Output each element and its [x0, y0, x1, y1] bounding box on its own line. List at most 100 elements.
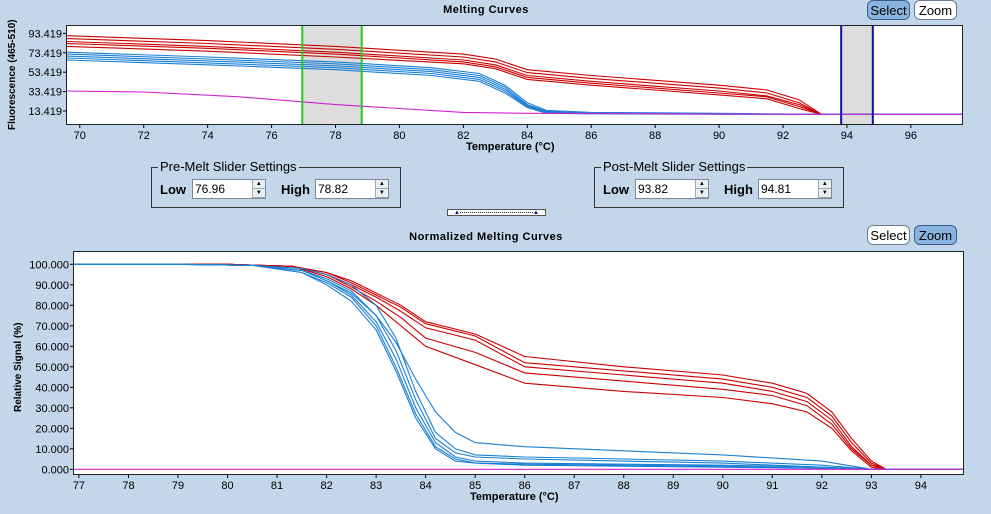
- melting-x-tick-label: 74: [202, 130, 214, 142]
- normalized-y-tick-label: 90.000: [35, 280, 69, 292]
- melting-series-red-2: [67, 38, 962, 115]
- pre-melt-high-input[interactable]: [316, 180, 375, 198]
- pre-melt-low-input[interactable]: [193, 180, 252, 198]
- melting-y-tick-label: 33.419: [28, 87, 62, 99]
- normalized-x-tick-label: 92: [816, 480, 828, 492]
- post-melt-high-input[interactable]: [759, 180, 818, 198]
- normalized-series-blue-5: [74, 263, 963, 470]
- spin-down-icon[interactable]: ▼: [375, 189, 388, 198]
- melting-x-tick-label: 70: [74, 130, 86, 142]
- melting-series-blue-4: [67, 57, 962, 115]
- normalized-x-tick-label: 89: [667, 480, 679, 492]
- normalized-series-red-3: [74, 263, 963, 470]
- melting-y-tick-label: 93.419: [28, 28, 62, 40]
- normalized-curves-title: Normalized Melting Curves: [409, 231, 563, 243]
- spin-down-icon[interactable]: ▼: [252, 189, 265, 198]
- normalized-series-red-4: [74, 263, 963, 470]
- normalized-y-tick-label: 50.000: [35, 362, 69, 374]
- spin-up-icon[interactable]: ▲: [375, 180, 388, 189]
- post-melt-low-input[interactable]: [636, 180, 695, 198]
- normalized-y-tick-label: 0.000: [41, 464, 69, 476]
- melting-plot-area: [66, 25, 963, 125]
- melting-x-tick-label: 92: [777, 130, 789, 142]
- normalized-y-tick-label: 30.000: [35, 403, 69, 415]
- post-melt-low-label: Low: [603, 182, 629, 197]
- melting-x-axis-label: Temperature (°C): [466, 141, 555, 153]
- normalized-x-tick-label: 87: [568, 480, 580, 492]
- normalized-x-tick-label: 79: [172, 480, 184, 492]
- spin-down-icon[interactable]: ▼: [695, 189, 708, 198]
- melting-x-tick-label: 76: [265, 130, 277, 142]
- melting-y-tick-label: 13.419: [28, 106, 62, 118]
- melting-y-tick-label: 73.419: [28, 48, 62, 60]
- normalized-zoom-button[interactable]: Zoom: [914, 225, 957, 245]
- melting-zoom-button[interactable]: Zoom: [914, 0, 957, 20]
- spin-up-icon[interactable]: ▲: [695, 180, 708, 189]
- melting-x-tick-label: 96: [905, 130, 917, 142]
- melting-x-tick-label: 78: [329, 130, 341, 142]
- melting-x-tick-label: 94: [841, 130, 853, 142]
- normalized-y-axis-label: Relative Signal (%): [10, 300, 24, 420]
- melting-x-tick-label: 88: [649, 130, 661, 142]
- normalized-x-tick-label: 81: [271, 480, 283, 492]
- normalized-x-tick-label: 83: [370, 480, 382, 492]
- melting-select-button[interactable]: Select: [867, 0, 910, 20]
- pre-melt-title: Pre-Melt Slider Settings: [158, 159, 299, 174]
- normalized-y-tick-label: 40.000: [35, 382, 69, 394]
- splitter-left-arrow-icon[interactable]: ▲: [454, 210, 460, 216]
- post-melt-high-spinner[interactable]: ▲▼: [758, 179, 832, 199]
- post-melt-region: [841, 26, 873, 124]
- normalized-x-tick-label: 80: [221, 480, 233, 492]
- pre-melt-low-label: Low: [160, 182, 186, 197]
- normalized-series-red-1: [74, 263, 963, 470]
- melting-series-red-4: [67, 42, 962, 115]
- melting-series-red-5: [67, 45, 962, 115]
- normalized-select-button[interactable]: Select: [867, 225, 910, 245]
- normalized-y-tick-label: 70.000: [35, 321, 69, 333]
- normalized-x-tick-label: 82: [320, 480, 332, 492]
- post-melt-slider-settings: Post-Melt Slider Settings Low ▲▼ High ▲▼: [594, 159, 844, 208]
- spin-up-icon[interactable]: ▲: [252, 180, 265, 189]
- melting-series-blue-1: [67, 51, 962, 115]
- spin-up-icon[interactable]: ▲: [818, 180, 831, 189]
- post-melt-low-spinner[interactable]: ▲▼: [635, 179, 709, 199]
- normalized-x-tick-label: 78: [122, 480, 134, 492]
- normalized-series-blue-4: [74, 263, 963, 470]
- normalized-series-blue-3: [74, 263, 963, 470]
- melting-series-red-1: [67, 35, 962, 115]
- normalized-plot-area: [73, 251, 964, 475]
- melting-x-tick-label: 80: [393, 130, 405, 142]
- melting-series-red-3: [67, 40, 962, 115]
- normalized-x-tick-label: 88: [618, 480, 630, 492]
- melting-x-tick-label: 72: [138, 130, 150, 142]
- normalized-series-red-2: [74, 263, 963, 470]
- normalized-x-tick-label: 90: [717, 480, 729, 492]
- melting-ylabel: Fluorescence (465-510): [7, 19, 18, 130]
- pre-melt-region: [302, 26, 362, 124]
- melting-y-tick-label: 53.419: [28, 67, 62, 79]
- melting-series-magenta: [67, 90, 962, 115]
- melting-x-tick-label: 86: [585, 130, 597, 142]
- panel-splitter[interactable]: ▲ ▲: [447, 209, 546, 216]
- melting-y-axis-label: Fluorescence (465-510): [4, 19, 18, 130]
- normalized-chart: [74, 263, 963, 470]
- normalized-series-blue-6: [74, 263, 963, 470]
- normalized-series-blue-1: [74, 263, 963, 470]
- normalized-x-tick-label: 91: [766, 480, 778, 492]
- normalized-x-tick-label: 94: [915, 480, 927, 492]
- post-melt-high-label: High: [724, 182, 753, 197]
- normalized-y-tick-label: 100.000: [29, 259, 69, 271]
- normalized-x-tick-label: 84: [420, 480, 432, 492]
- splitter-grip: [460, 212, 533, 213]
- splitter-right-arrow-icon[interactable]: ▲: [533, 210, 539, 216]
- normalized-y-tick-label: 20.000: [35, 423, 69, 435]
- normalized-y-tick-label: 80.000: [35, 300, 69, 312]
- melting-curves-title: Melting Curves: [443, 4, 529, 16]
- pre-melt-high-spinner[interactable]: ▲▼: [315, 179, 389, 199]
- normalized-x-axis-label: Temperature (°C): [470, 491, 559, 503]
- pre-melt-low-spinner[interactable]: ▲▼: [192, 179, 266, 199]
- spin-down-icon[interactable]: ▼: [818, 189, 831, 198]
- normalized-x-tick-label: 93: [865, 480, 877, 492]
- melting-chart: [67, 26, 962, 124]
- normalized-y-tick-label: 60.000: [35, 341, 69, 353]
